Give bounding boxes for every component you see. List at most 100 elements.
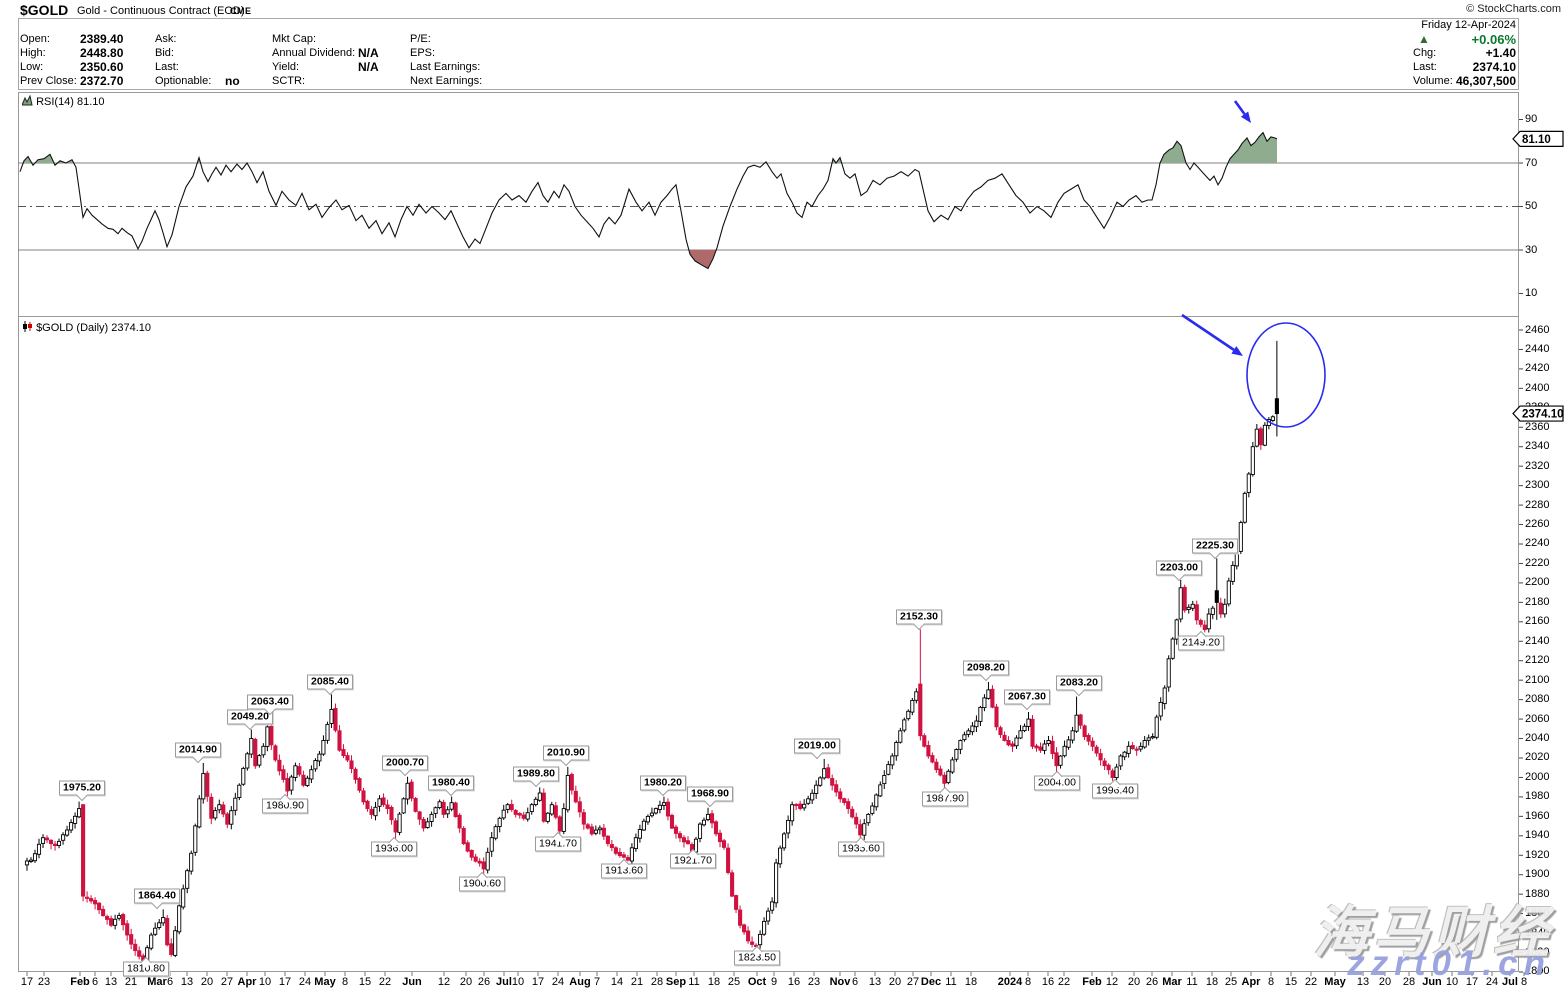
date-axis-label: 8: [1520, 976, 1528, 988]
date-axis-label: 16: [787, 976, 801, 988]
rsi-panel-label: RSI(14) 81.10: [36, 96, 105, 108]
date-axis-label: 16: [1041, 976, 1055, 988]
price-axis-label: 2200: [1525, 576, 1550, 589]
date-axis-label: 15: [358, 976, 372, 988]
date-axis-label: 17: [1465, 976, 1479, 988]
date-axis-label: 26: [1145, 976, 1159, 988]
price-annotation: 2152.30: [896, 609, 942, 630]
date-axis-label: 12: [437, 976, 451, 988]
price-axis-label: 1980: [1525, 790, 1550, 803]
price-annotation: 2049.20: [227, 709, 273, 730]
rsi-axis-label: 10: [1525, 287, 1538, 299]
exchange-label: CME: [230, 6, 252, 16]
watermark-url: zzrt01.cn: [1347, 944, 1551, 983]
price-axis-label: 1940: [1525, 829, 1550, 842]
price-annotation: 1987.90: [922, 786, 968, 807]
date-axis-label: 18: [1205, 976, 1219, 988]
price-annotation: 2014.90: [175, 742, 221, 763]
price-annotation: 1936.00: [371, 836, 417, 857]
quote-label: Last:: [155, 61, 179, 73]
price-annotation: 1913.60: [601, 858, 647, 879]
price-annotation: 1900.60: [459, 871, 505, 892]
price-axis-label: 2120: [1525, 654, 1550, 667]
price-annotation: 1823.50: [734, 945, 780, 966]
price-panel-label: $GOLD (Daily) 2374.10: [36, 322, 152, 334]
rsi-axis-label: 50: [1525, 200, 1538, 212]
date-axis-label: 11: [945, 976, 957, 988]
price-annotation: 2149.20: [1178, 630, 1224, 651]
rsi-panel-label-group: RSI(14) 81.10: [21, 94, 105, 108]
price-annotation: 1980.40: [428, 775, 474, 796]
date-axis-label: 11: [1186, 976, 1198, 988]
rsi-panel: [18, 92, 1519, 317]
quote-value: 2389.40: [80, 32, 124, 46]
date-axis-label: Apr: [237, 976, 257, 988]
price-axis-label: 2320: [1525, 459, 1550, 472]
quote-label: Last Earnings:: [410, 61, 481, 73]
price-annotation: 1864.40: [134, 888, 180, 909]
date-axis-label: 18: [964, 976, 978, 988]
quote-label: Next Earnings:: [410, 75, 483, 87]
price-axis-label: 1820: [1525, 946, 1550, 959]
date-axis-label: Feb: [70, 976, 90, 988]
date-axis-label: 13: [868, 976, 882, 988]
date-axis-label: 25: [727, 976, 741, 988]
quote-label: Low:: [20, 61, 44, 73]
highlight-arrow-rsi: [1233, 100, 1246, 115]
price-axis-label: 2240: [1525, 537, 1550, 550]
date-axis-label: 23: [37, 976, 51, 988]
session-row-label: Chg:: [1413, 47, 1437, 59]
date-axis-label: 8: [341, 976, 349, 988]
date-axis-label: 6: [851, 976, 859, 988]
price-axis-label: 2300: [1525, 479, 1550, 492]
symbol-title: $GOLD: [20, 2, 69, 18]
price-panel-label-group: $GOLD (Daily) 2374.10: [22, 321, 151, 334]
price-axis-label: 2340: [1525, 440, 1550, 453]
date-axis-label: 8: [1267, 976, 1275, 988]
date-axis-label: Mar: [1162, 976, 1182, 988]
quote-value: 2350.60: [80, 60, 124, 74]
rsi-axis-label: 30: [1525, 243, 1538, 256]
price-annotation: 2225.30: [1192, 538, 1238, 559]
highlight-arrow-price: [1181, 313, 1235, 351]
quote-label: P/E:: [410, 33, 431, 45]
session-row-value: +1.40: [1485, 46, 1516, 60]
quote-label: EPS:: [410, 47, 436, 59]
date-axis-label: 10: [1445, 976, 1459, 988]
candlestick-icon: [23, 321, 32, 332]
date-axis-label: Dec: [920, 976, 942, 988]
price-axis-label: 2100: [1525, 673, 1550, 686]
date-axis-label: May: [314, 976, 336, 988]
price-axis-label: 1800: [1525, 965, 1550, 978]
price-axis-label: 2020: [1525, 751, 1550, 764]
price-axis-label: 1900: [1525, 868, 1550, 881]
quote-label: Ask:: [155, 33, 177, 45]
quote-value: 2448.80: [80, 46, 124, 60]
price-axis-label: 2280: [1525, 498, 1550, 511]
date-axis-label: 9: [770, 976, 778, 988]
date-axis-label: 14: [610, 976, 624, 988]
price-axis-label: 1920: [1525, 848, 1550, 861]
price-axis-label: 2000: [1525, 770, 1550, 783]
date-axis-label: Jun: [1422, 976, 1442, 988]
date-axis-label: 20: [459, 976, 473, 988]
date-axis-label: 27: [220, 976, 234, 988]
price-axis-label: 2180: [1525, 595, 1550, 608]
price-annotation: 2019.00: [794, 738, 840, 759]
session-row-label: Last:: [1413, 61, 1437, 73]
price-annotation: 1941.70: [535, 831, 581, 852]
price-annotation: 1996.40: [1092, 778, 1138, 799]
quote-label: Prev Close:: [20, 75, 77, 87]
price-axis-label: 1840: [1525, 926, 1550, 939]
watermark-cn: 海马财经: [1313, 901, 1553, 964]
quote-value: N/A: [358, 46, 379, 60]
date-axis-label: 21: [630, 976, 644, 988]
price-axis-label: 2060: [1525, 712, 1550, 725]
price-axis-label: 2400: [1525, 381, 1550, 394]
quote-label: Open:: [20, 33, 50, 45]
price-axis-label: 2360: [1525, 420, 1550, 433]
price-annotation: 2083.20: [1056, 675, 1102, 696]
date-axis-label: 17: [531, 976, 545, 988]
date-axis-label: Jul: [1502, 976, 1518, 988]
